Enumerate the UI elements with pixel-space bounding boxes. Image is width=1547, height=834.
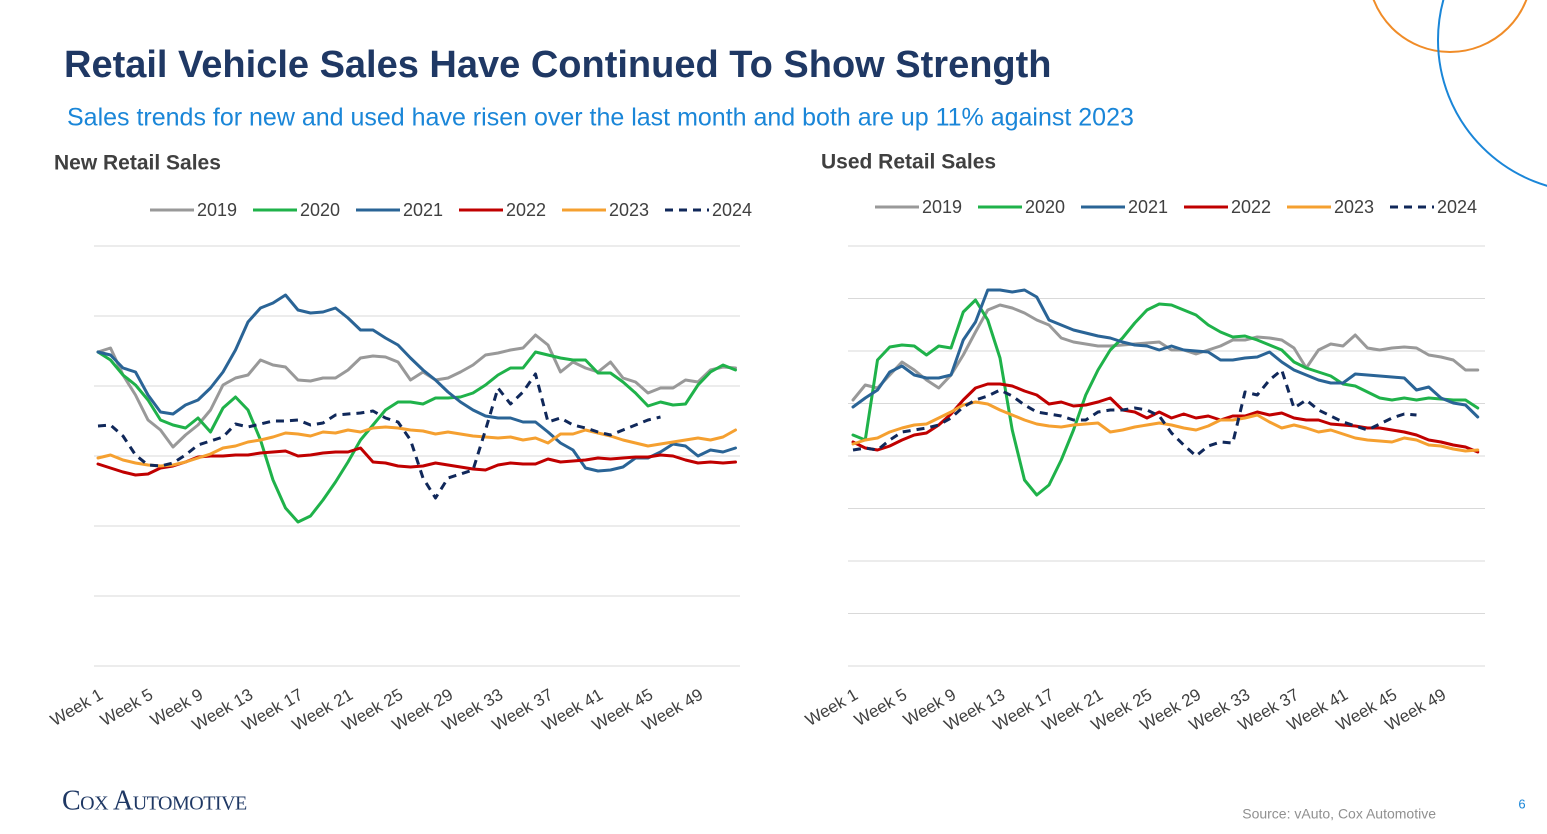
x-tick-label: Week 5: [97, 685, 156, 730]
source-note: Source: vAuto, Cox Automotive: [1242, 806, 1436, 822]
legend-label: 2023: [1334, 197, 1374, 217]
decor-circle: [1372, 0, 1528, 53]
legend-label: 2021: [403, 200, 443, 220]
chart-title: Used Retail Sales: [821, 151, 996, 174]
chart-title: New Retail Sales: [54, 152, 221, 175]
decor-circle: [1437, 0, 1547, 187]
series-line: [852, 368, 1417, 458]
legend-label: 2020: [300, 200, 340, 220]
legend-label: 2024: [1437, 197, 1477, 217]
series-line: [851, 288, 1480, 419]
x-tick-label: Week 1: [802, 685, 861, 730]
legend-label: 2022: [506, 200, 546, 220]
slide-subtitle: Sales trends for new and used have risen…: [67, 104, 1134, 132]
series-line: [851, 400, 1480, 453]
logo: Cox Automotive: [62, 785, 247, 816]
series-line: [96, 425, 737, 468]
series-line: [96, 293, 737, 473]
x-tick-label: Week 5: [851, 685, 910, 730]
legend-label: 2022: [1231, 197, 1271, 217]
series-line: [96, 350, 737, 524]
x-tick-label: Week 1: [47, 685, 106, 730]
legend-label: 2023: [609, 200, 649, 220]
legend-label: 2019: [922, 197, 962, 217]
legend-label: 2021: [1128, 197, 1168, 217]
series-line: [97, 372, 661, 500]
series-line: [851, 298, 1480, 497]
slide-title: Retail Vehicle Sales Have Continued To S…: [64, 44, 1052, 86]
page-number: 6: [1518, 796, 1525, 811]
legend-label: 2020: [1025, 197, 1065, 217]
legend-label: 2024: [712, 200, 752, 220]
legend-label: 2019: [197, 200, 237, 220]
series-line: [96, 333, 737, 449]
series-line: [851, 303, 1480, 402]
